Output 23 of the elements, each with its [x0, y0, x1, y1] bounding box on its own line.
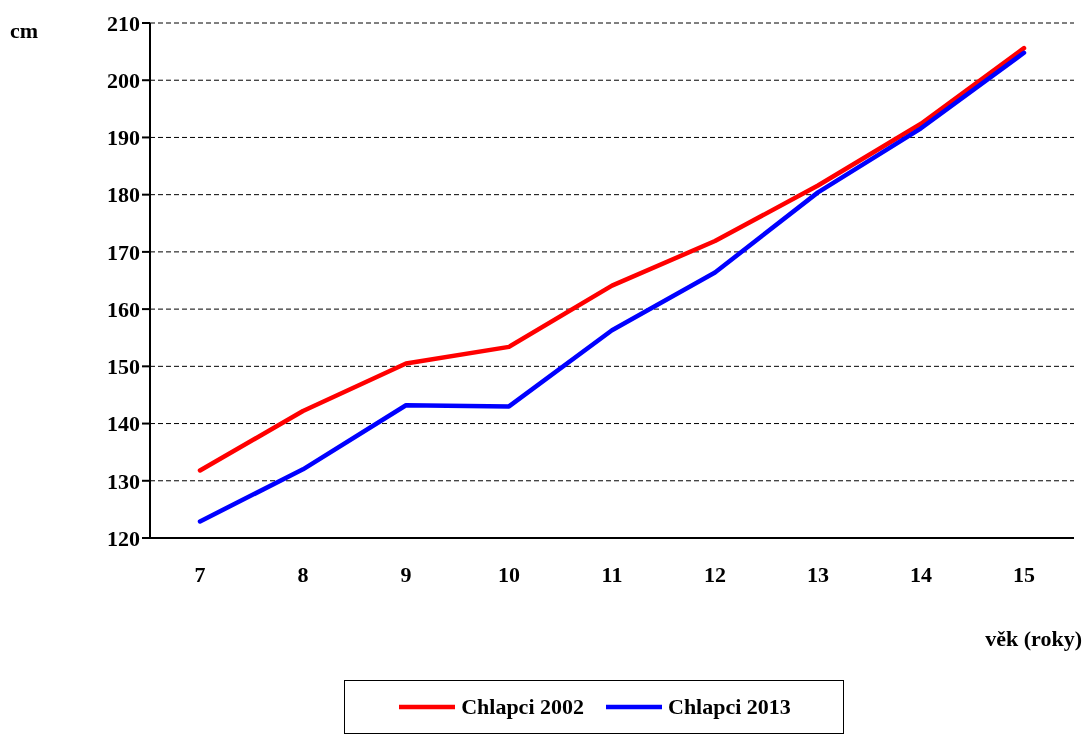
x-tick-label: 8 — [297, 561, 309, 587]
x-axis-title: věk (roky) — [985, 626, 1082, 652]
y-tick-label: 160 — [107, 296, 140, 322]
y-tick-label: 180 — [107, 182, 140, 208]
x-tick-label: 15 — [1013, 561, 1035, 587]
legend-label: Chlapci 2013 — [668, 694, 791, 720]
x-tick-label: 9 — [400, 561, 412, 587]
y-tick-label: 150 — [107, 354, 140, 380]
legend-label: Chlapci 2002 — [461, 694, 584, 720]
y-tick-label: 140 — [107, 411, 140, 437]
y-tick-label: 200 — [107, 68, 140, 94]
x-tick-label: 13 — [807, 561, 829, 587]
y-axis-title: cm — [10, 18, 39, 44]
x-tick-label: 7 — [194, 561, 206, 587]
y-tick-label: 120 — [107, 525, 140, 551]
x-tick-label: 14 — [910, 561, 932, 587]
y-tick-label: 170 — [107, 239, 140, 265]
x-tick-label: 10 — [498, 561, 520, 587]
x-tick-label: 11 — [601, 561, 623, 587]
y-tick-label: 190 — [107, 125, 140, 151]
x-tick-label: 12 — [704, 561, 726, 587]
y-tick-label: 130 — [107, 468, 140, 494]
y-tick-label: 210 — [107, 10, 140, 36]
